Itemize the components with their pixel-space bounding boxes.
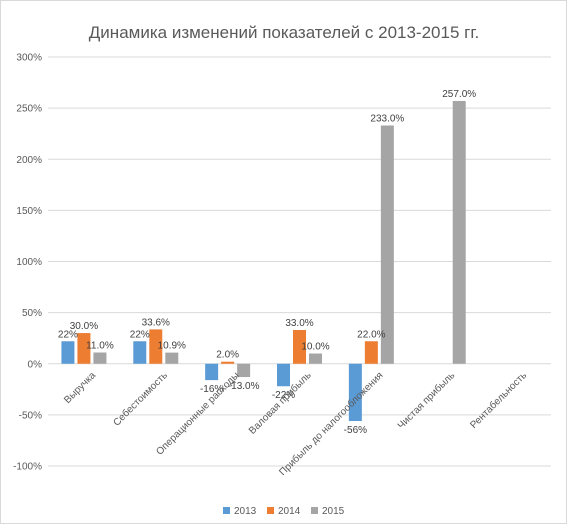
data-label: 22% xyxy=(130,329,150,340)
data-label: 22.0% xyxy=(357,329,385,340)
data-label: -13.0% xyxy=(228,381,260,392)
bar-2015-5 xyxy=(452,100,466,364)
y-tick-label: -100% xyxy=(13,462,42,473)
y-tick-label: 300% xyxy=(16,53,42,64)
y-axis-ticks: -100% -50% 0% 50% 100% 150% 200% 250% 300% xyxy=(13,53,42,473)
data-label: 11.0% xyxy=(86,341,114,352)
y-tick-label: -50% xyxy=(19,410,42,421)
data-label: -16% xyxy=(200,384,223,395)
bar-2015-3 xyxy=(309,353,322,364)
data-label: -56% xyxy=(344,425,367,436)
data-label: 30.0% xyxy=(70,321,98,332)
legend-label: 2014 xyxy=(278,506,301,517)
legend-label: 2015 xyxy=(322,506,345,517)
data-label: 33.0% xyxy=(285,318,313,329)
bar-2014-3 xyxy=(293,330,306,364)
legend-swatch xyxy=(267,507,274,514)
bars xyxy=(61,100,466,422)
bar-2015-2 xyxy=(237,363,251,378)
data-label: 257.0% xyxy=(442,89,476,100)
bar-2014-1 xyxy=(149,329,163,364)
legend-swatch xyxy=(223,507,230,514)
legend-label: 2013 xyxy=(234,506,257,517)
bar-2013-4 xyxy=(348,363,362,422)
legend: 2013 2014 2015 xyxy=(223,506,345,517)
bar-2013-2 xyxy=(205,363,219,381)
bar-2015-1 xyxy=(165,352,179,364)
gridlines xyxy=(48,56,551,467)
bar-2013-1 xyxy=(133,341,147,364)
legend-swatch xyxy=(311,507,318,514)
y-tick-label: 50% xyxy=(22,308,42,319)
bar-2014-2 xyxy=(221,361,235,364)
bar-2013-3 xyxy=(277,363,290,387)
category-label: Операционные расходы xyxy=(154,370,241,457)
y-tick-label: 100% xyxy=(16,257,42,268)
data-label: 2.0% xyxy=(216,350,239,361)
category-label: Рентабельность xyxy=(468,369,530,431)
bar-2013-0 xyxy=(61,341,75,364)
category-label: Выручка xyxy=(62,370,98,406)
y-tick-label: 200% xyxy=(16,155,42,166)
bar-2014-0 xyxy=(77,333,91,364)
data-label: 10.0% xyxy=(301,342,329,353)
category-label: Себестоимость xyxy=(111,369,170,428)
data-label: 33.6% xyxy=(142,317,170,328)
chart-title: Динамика изменений показателей с 2013-20… xyxy=(89,23,479,42)
bar-2015-4 xyxy=(380,125,394,364)
data-label: 10.9% xyxy=(158,341,186,352)
bar-2015-0 xyxy=(93,352,107,364)
category-label: Чистая прибыль xyxy=(395,369,457,431)
data-label: 233.0% xyxy=(370,114,404,125)
y-tick-label: 150% xyxy=(16,206,42,217)
data-label: -22% xyxy=(272,390,295,401)
data-label: 22% xyxy=(58,329,78,340)
bar-2014-4 xyxy=(364,341,378,364)
y-tick-label: 0% xyxy=(28,359,43,370)
y-tick-label: 250% xyxy=(16,104,42,115)
data-labels: 22%30.0%11.0%22%33.6%10.9%-16%2.0%-13.0%… xyxy=(58,89,476,436)
